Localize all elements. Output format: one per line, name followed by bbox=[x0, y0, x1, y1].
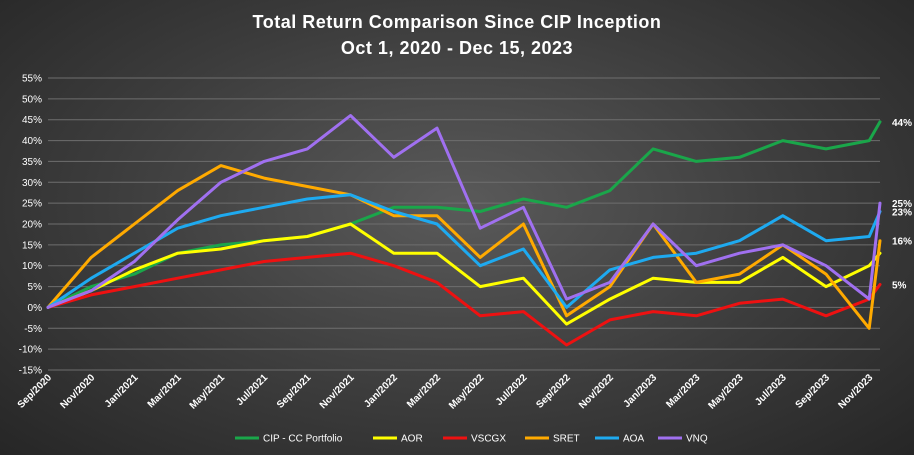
chart-title: Total Return Comparison Since CIP Incept… bbox=[252, 12, 662, 32]
y-tick-label: 40% bbox=[22, 136, 42, 147]
x-tick-label: Jan/2021 bbox=[103, 372, 141, 410]
series-line-3 bbox=[46, 164, 882, 330]
x-tick-label: May/2021 bbox=[188, 372, 228, 412]
x-tick-label: Mar/2022 bbox=[405, 372, 443, 410]
x-tick-label: May/2023 bbox=[706, 372, 746, 412]
legend: CIP - CC Portfolio AOR VSCGX SRET AOA VNQ bbox=[235, 434, 708, 445]
y-tick-label: 20% bbox=[22, 220, 42, 231]
x-tick-label: May/2022 bbox=[447, 372, 487, 412]
x-tick-label: Jul/2022 bbox=[494, 372, 530, 408]
x-tick-label: Mar/2023 bbox=[664, 372, 702, 410]
legend-label-4: AOA bbox=[623, 434, 644, 445]
series-lines bbox=[46, 114, 882, 347]
end-labels: 44% 5% 16% 23%25% bbox=[892, 118, 912, 292]
x-tick-label: Jan/2022 bbox=[362, 372, 400, 410]
x-tick-label: Sep/2020 bbox=[16, 372, 55, 411]
x-tick-label: Nov/2022 bbox=[577, 372, 616, 411]
y-tick-label: 50% bbox=[22, 94, 42, 105]
x-tick-label: Sep/2023 bbox=[794, 372, 833, 411]
legend-label-2: VSCGX bbox=[471, 434, 506, 445]
y-tick-label: 15% bbox=[22, 240, 42, 251]
y-tick-label: -15% bbox=[19, 366, 42, 377]
y-tick-label: -5% bbox=[24, 324, 42, 335]
legend-label-3: SRET bbox=[553, 434, 580, 445]
x-tick-label: Jul/2023 bbox=[753, 372, 789, 408]
x-tick-label: Sep/2021 bbox=[275, 372, 314, 411]
y-tick-label: 25% bbox=[22, 199, 42, 210]
end-label-4: 23% bbox=[892, 207, 912, 218]
end-label-3: 16% bbox=[892, 237, 912, 248]
y-tick-label: 0% bbox=[28, 303, 43, 314]
series-line-4 bbox=[46, 193, 882, 309]
x-tick-label: Jul/2021 bbox=[235, 372, 271, 408]
y-tick-label: 35% bbox=[22, 157, 42, 168]
end-label-0: 44% bbox=[892, 118, 912, 129]
y-tick-label: -10% bbox=[19, 345, 42, 356]
y-tick-label: 10% bbox=[22, 261, 42, 272]
legend-label-0: CIP - CC Portfolio bbox=[263, 434, 343, 445]
x-tick-label: Jan/2023 bbox=[622, 372, 660, 410]
legend-label-1: AOR bbox=[401, 434, 423, 445]
x-tick-label: Nov/2021 bbox=[318, 372, 357, 411]
series-line-1 bbox=[46, 222, 882, 326]
series-line-2 bbox=[46, 251, 882, 347]
y-tick-label: 55% bbox=[22, 74, 42, 85]
x-tick-label: Mar/2021 bbox=[146, 372, 184, 410]
legend-label-5: VNQ bbox=[686, 434, 708, 445]
x-tick-label: Nov/2020 bbox=[59, 372, 98, 411]
end-label-5: 25% bbox=[892, 199, 912, 210]
y-tick-label: 30% bbox=[22, 178, 42, 189]
x-tick-label: Nov/2023 bbox=[836, 372, 875, 411]
chart-subtitle: Oct 1, 2020 - Dec 15, 2023 bbox=[340, 38, 574, 58]
y-tick-label: 5% bbox=[28, 282, 43, 293]
gridlines bbox=[48, 77, 880, 371]
y-tick-label: 45% bbox=[22, 115, 42, 126]
series-line-5 bbox=[46, 114, 882, 309]
x-tick-label: Sep/2022 bbox=[534, 372, 573, 411]
end-label-2: 5% bbox=[892, 280, 907, 291]
y-axis-labels: -15% -10% -5% 0% 5% 10% 15% 20% 25% 30% 35% 40% 45% 5… bbox=[19, 74, 42, 377]
x-axis-labels: Sep/2020 Nov/2020 Jan/2021 Mar/2021 May/2021… bbox=[16, 372, 876, 412]
